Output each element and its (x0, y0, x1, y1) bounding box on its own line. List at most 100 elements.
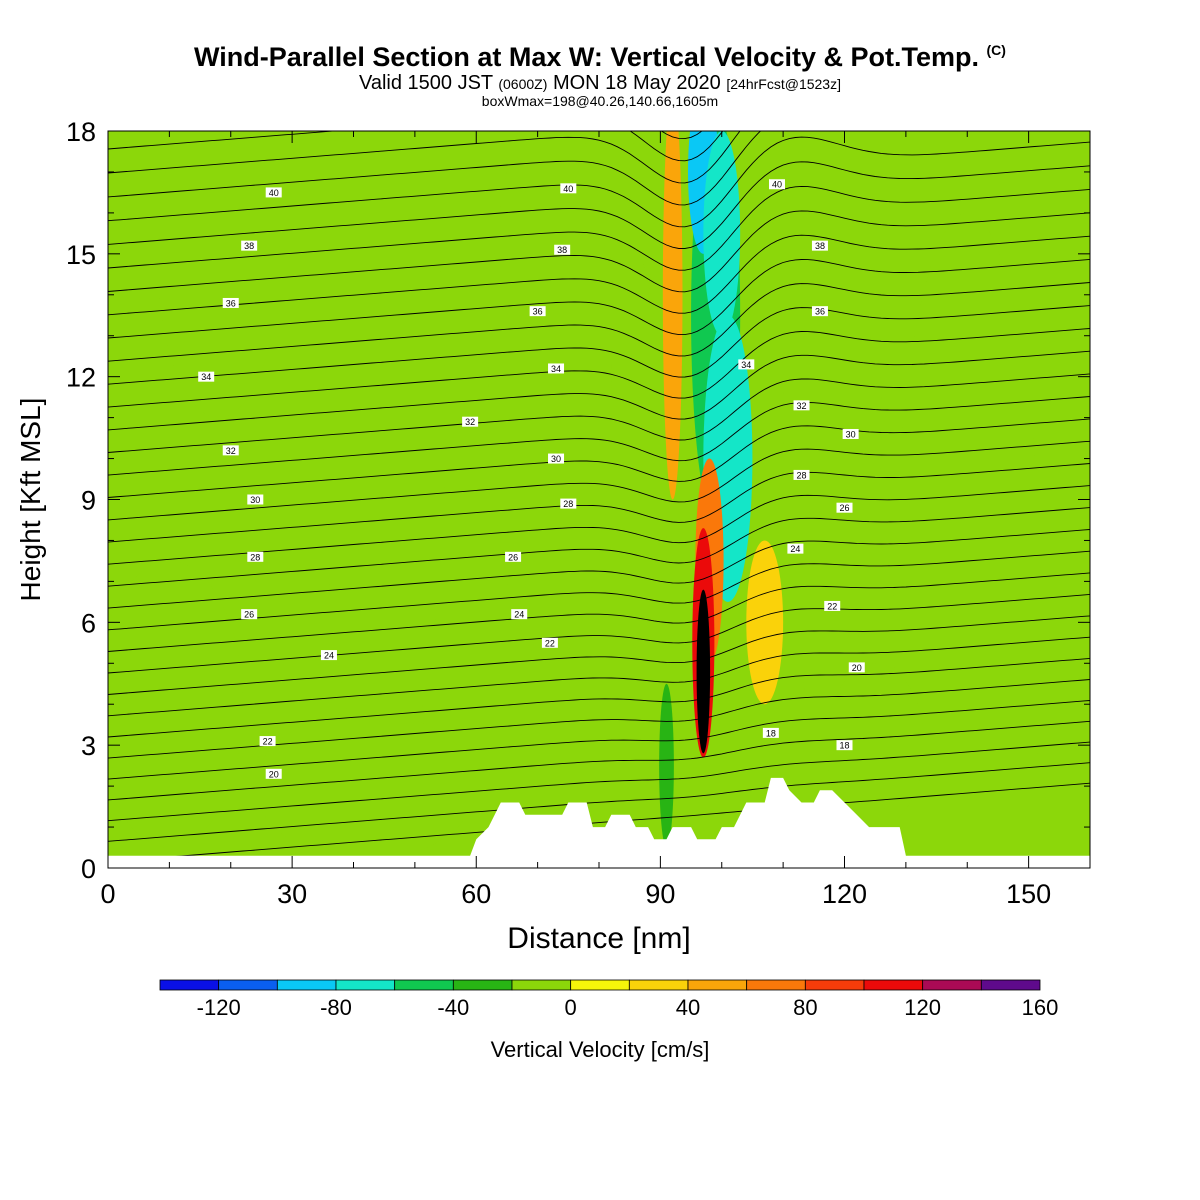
contour-label: 40 (768, 179, 785, 190)
contour-label-text: 34 (741, 360, 751, 370)
theta-contour (108, 131, 929, 206)
colorbar-swatch (980, 979, 1041, 991)
theta-contour (108, 131, 741, 184)
contour-label: 28 (793, 469, 810, 480)
theta-contour (108, 131, 724, 162)
contour-label-text: 24 (324, 651, 334, 661)
colorbar-swatch (218, 979, 278, 991)
contour-label-box (222, 445, 239, 456)
x-tick-label: 60 (461, 879, 491, 909)
theta-contour (108, 282, 1090, 362)
y-tick-label: 9 (81, 486, 96, 516)
theta-contour (108, 234, 1090, 316)
colorbar-swatch (570, 979, 630, 991)
valid-date: MON 18 May 2020 (552, 72, 721, 94)
y-tick-label: 6 (81, 608, 96, 638)
theta-contour (108, 507, 1090, 587)
colorbar-tick-label: -40 (437, 995, 469, 1020)
contour-label-text: 36 (533, 307, 543, 317)
contour-label-text: 20 (269, 769, 279, 779)
contour-label-box (836, 740, 853, 751)
contour-label: 36 (811, 306, 828, 317)
contour-label-box (560, 498, 577, 509)
colorbar-tick-label: 160 (1022, 995, 1059, 1020)
contour-label: 22 (824, 600, 841, 611)
colorbar-tick-label: -80 (320, 995, 352, 1020)
colorbar-label: Vertical Velocity [cm/s] (490, 1037, 710, 1062)
theta-contour (108, 529, 1090, 609)
theta-contour (108, 396, 1090, 476)
contour-label-box (320, 650, 337, 661)
contour-label: 38 (811, 240, 828, 251)
theta-contour (108, 328, 1090, 408)
valid-time: Valid 1500 JST (359, 72, 493, 94)
contour-label-box (811, 240, 828, 251)
velocity-cell (696, 589, 711, 754)
contour-label: 32 (793, 400, 810, 411)
theta-contour (108, 782, 1090, 863)
velocity-cell (826, 663, 925, 828)
contour-label-text: 40 (563, 184, 573, 194)
contour-label-box (554, 244, 571, 255)
contour-label-box (529, 306, 546, 317)
chart-title: Wind-Parallel Section at Max W: Vertical… (0, 42, 1200, 73)
x-axis-label: Distance [nm] (507, 922, 690, 955)
contour-label-text: 18 (839, 741, 849, 751)
contour-label: 40 (560, 183, 577, 194)
contour-label: 36 (222, 297, 239, 308)
contour-label-text: 26 (244, 610, 254, 620)
contour-label: 28 (560, 498, 577, 509)
contour-label: 32 (222, 445, 239, 456)
colorbar-swatch (628, 979, 689, 991)
contour-label: 38 (554, 244, 571, 255)
contour-label-text: 26 (839, 503, 849, 513)
contour-label-text: 26 (508, 552, 518, 562)
contour-label-text: 40 (772, 180, 782, 190)
x-tick-label: 90 (645, 879, 675, 909)
title-main: Wind-Parallel Section at Max W: Vertical… (194, 42, 979, 72)
colorbar-swatch (159, 979, 220, 991)
contour-label: 36 (529, 306, 546, 317)
contour-label-box (259, 736, 276, 747)
contour-label: 26 (241, 609, 258, 620)
contour-label: 26 (836, 502, 853, 513)
contour-label-box (560, 183, 577, 194)
contour-label-text: 22 (263, 737, 273, 747)
theta-contour (108, 572, 1090, 652)
x-tick-label: 0 (100, 879, 115, 909)
contour-label-text: 20 (852, 663, 862, 673)
velocity-cell (783, 131, 882, 746)
colorbar-tick-label: 40 (676, 995, 700, 1020)
colorbar-tick-label: 80 (793, 995, 817, 1020)
contour-label-box (768, 179, 785, 190)
contour-label-box (198, 371, 215, 382)
velocity-cell (605, 253, 667, 868)
contour-label-box (511, 609, 528, 620)
velocity-cell (157, 131, 280, 418)
contour-label-text: 36 (815, 307, 825, 317)
forecast-info: [24hrFcst@1523z] (726, 76, 841, 92)
colorbar-swatch (804, 979, 865, 991)
contour-label-box (247, 494, 264, 505)
colorbar-tick-label: -120 (197, 995, 241, 1020)
velocity-cell (703, 131, 741, 336)
contour-label-text: 34 (201, 372, 211, 382)
colorbar-swatch (452, 979, 513, 991)
theta-contour (108, 741, 1090, 822)
contour-label: 24 (320, 650, 337, 661)
colorbar-swatch (863, 979, 924, 991)
contour-label-box (793, 400, 810, 411)
contour-label-box (848, 662, 865, 673)
contour-label-box (241, 240, 258, 251)
theta-contour (108, 720, 1090, 801)
contour-label-text: 24 (790, 544, 800, 554)
contour-label-text: 32 (226, 446, 236, 456)
theta-contour (108, 593, 1090, 674)
theta-contour (108, 550, 1090, 631)
velocity-cell (108, 560, 244, 848)
contour-label-box (762, 727, 779, 738)
contour-label-box (811, 306, 828, 317)
theta-contour (108, 615, 1090, 695)
colorbar-swatch (687, 979, 748, 991)
contour-label-text: 34 (551, 364, 561, 374)
